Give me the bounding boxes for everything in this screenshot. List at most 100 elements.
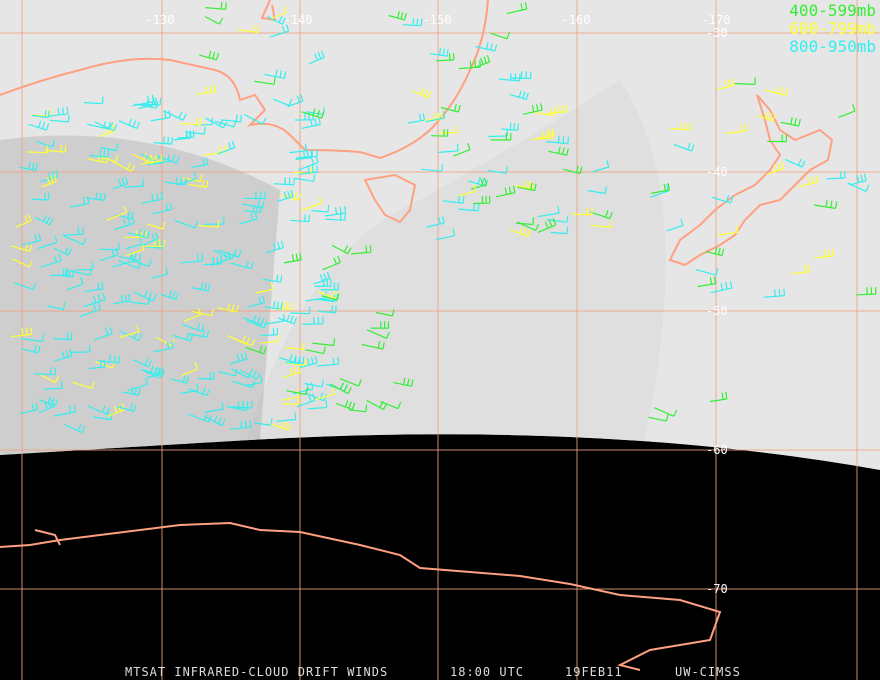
wind-barb bbox=[105, 205, 128, 222]
wind-barb bbox=[70, 344, 91, 353]
wind-barb bbox=[72, 381, 95, 389]
wind-barb bbox=[299, 355, 318, 369]
wind-barb bbox=[301, 196, 323, 212]
wind-barb bbox=[160, 290, 179, 300]
wind-barb bbox=[289, 214, 311, 223]
wind-barb bbox=[31, 192, 50, 201]
wind-barb bbox=[123, 179, 144, 188]
wind-barb bbox=[312, 338, 336, 347]
wind-barb bbox=[170, 375, 190, 384]
wind-barb bbox=[21, 345, 41, 354]
wind-barb bbox=[241, 200, 265, 209]
wind-barb bbox=[388, 11, 407, 21]
wind-barb bbox=[19, 162, 38, 172]
wind-barb bbox=[153, 341, 174, 353]
wind-barb bbox=[118, 118, 141, 130]
wind-barb bbox=[339, 378, 362, 387]
wind-barb bbox=[780, 117, 801, 127]
wind-barb bbox=[490, 32, 510, 40]
wind-barb bbox=[298, 165, 318, 175]
wind-barb bbox=[34, 367, 57, 376]
wind-barb bbox=[47, 106, 69, 117]
wind-barb bbox=[142, 232, 159, 246]
wind-barb bbox=[153, 136, 173, 145]
wind-barb bbox=[695, 268, 719, 276]
wind-barb bbox=[285, 356, 305, 365]
wind-barb bbox=[431, 129, 449, 137]
wind-barb bbox=[177, 171, 197, 186]
wind-barb bbox=[35, 215, 54, 226]
wind-barb bbox=[473, 196, 491, 205]
wind-barb bbox=[89, 149, 110, 158]
wind-barb bbox=[87, 405, 110, 415]
wind-barb bbox=[106, 403, 126, 417]
wind-barb bbox=[474, 55, 491, 69]
wind-barb bbox=[301, 108, 325, 119]
wind-barb bbox=[648, 414, 669, 422]
wind-barb bbox=[156, 154, 180, 164]
wind-barb bbox=[83, 292, 106, 308]
wind-barb bbox=[324, 206, 347, 217]
wind-barb bbox=[790, 264, 811, 275]
wind-barb bbox=[813, 248, 835, 259]
wind-barb bbox=[270, 420, 292, 431]
wind-barb bbox=[767, 134, 787, 143]
wind-barb bbox=[426, 216, 445, 228]
wind-barb bbox=[21, 334, 45, 343]
wind-barb bbox=[98, 354, 121, 364]
wind-barb bbox=[320, 282, 339, 291]
wind-barb bbox=[205, 1, 227, 10]
wind-barb bbox=[318, 305, 337, 314]
wind-barb bbox=[243, 204, 262, 214]
wind-barb bbox=[458, 184, 477, 197]
wind-barb bbox=[325, 212, 346, 221]
wind-barb bbox=[14, 282, 37, 291]
wind-barb bbox=[38, 396, 59, 407]
wind-barb bbox=[856, 287, 877, 296]
wind-barb bbox=[475, 42, 498, 52]
wind-barb bbox=[199, 50, 219, 61]
wind-barb bbox=[321, 292, 340, 301]
wind-barb bbox=[375, 309, 395, 317]
wind-barb bbox=[46, 302, 66, 311]
wind-barb bbox=[254, 77, 276, 85]
wind-barb bbox=[425, 110, 446, 123]
wind-barb bbox=[313, 271, 331, 285]
wind-barb bbox=[314, 279, 332, 287]
wind-barb bbox=[550, 226, 569, 235]
wind-barb bbox=[515, 180, 534, 190]
wind-barb bbox=[277, 314, 298, 325]
wind-barb bbox=[380, 401, 402, 410]
wind-barb bbox=[430, 48, 449, 57]
wind-barb bbox=[797, 175, 819, 188]
wind-barb bbox=[53, 247, 72, 256]
wind-barb bbox=[63, 235, 87, 246]
wind-barb bbox=[669, 122, 692, 131]
footer-title: MTSAT INFRARED-CLOUD DRIFT WINDS bbox=[125, 665, 388, 679]
longitude-label: -130 bbox=[146, 13, 175, 27]
legend-entry: 800-950mb bbox=[789, 37, 876, 56]
wind-barb bbox=[141, 192, 164, 204]
wind-barb bbox=[22, 233, 42, 246]
wind-barb bbox=[589, 210, 613, 220]
wind-barb bbox=[270, 24, 290, 38]
coastline bbox=[0, 521, 722, 671]
wind-barb bbox=[32, 110, 50, 119]
wind-barb bbox=[44, 144, 67, 153]
wind-barb bbox=[203, 216, 225, 225]
wind-barb bbox=[361, 341, 385, 350]
wind-barb bbox=[534, 128, 555, 140]
wind-barb bbox=[443, 195, 465, 204]
wind-barb bbox=[517, 182, 537, 192]
wind-barb bbox=[666, 218, 684, 232]
wind-barb bbox=[188, 387, 210, 397]
wind-barb bbox=[784, 158, 806, 168]
wind-barb bbox=[488, 128, 508, 138]
wind-barb bbox=[733, 77, 756, 85]
wind-barb bbox=[177, 130, 195, 139]
wind-barb bbox=[402, 18, 423, 27]
wind-barb bbox=[41, 174, 57, 188]
wind-barb bbox=[276, 412, 297, 422]
wind-barb bbox=[453, 142, 471, 157]
wind-barb bbox=[757, 111, 776, 122]
